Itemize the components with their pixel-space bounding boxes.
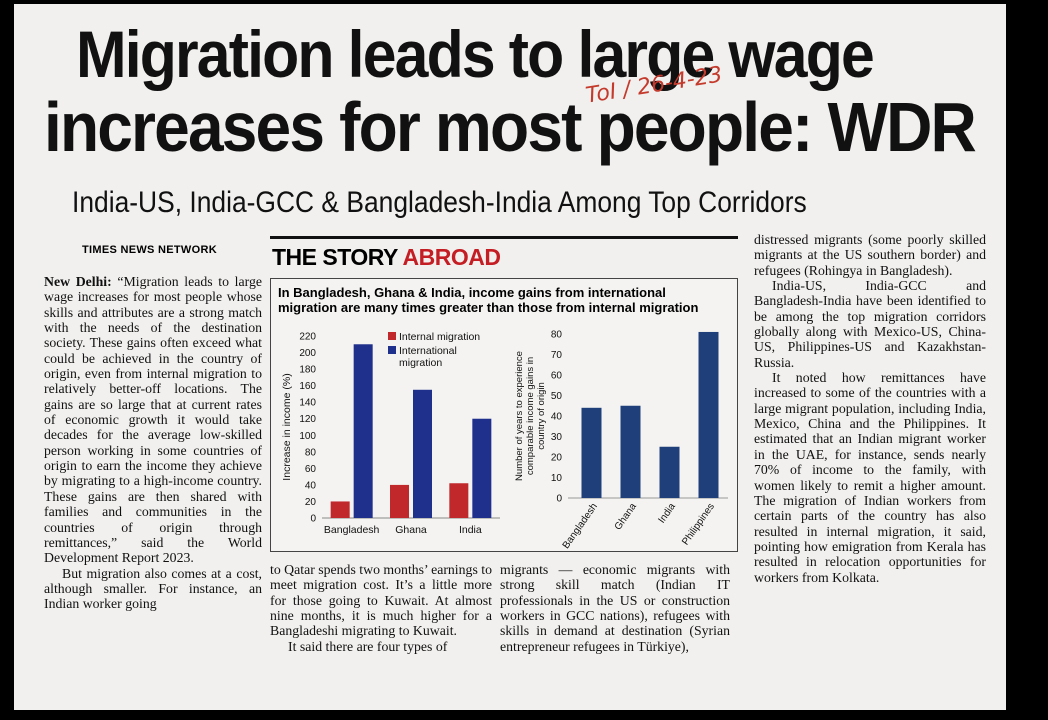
byline: TIMES NEWS NETWORK xyxy=(82,244,217,256)
paragraph: But migration also comes at a cost, alth… xyxy=(44,565,262,612)
y-tick-label: 220 xyxy=(299,332,316,343)
y-tick-label: 80 xyxy=(305,447,317,458)
bar-internal-ghana xyxy=(390,484,409,518)
chart-income-increase: Increase in income (%) 0 20 40 60 80 100 120 140… xyxy=(281,331,500,536)
y-tick-label: 140 xyxy=(299,398,316,409)
bar-international-india xyxy=(472,418,492,518)
bar-internal-india xyxy=(449,483,469,518)
y-tick-label: 80 xyxy=(551,330,563,341)
section-label: THE STORY ABROAD xyxy=(272,244,501,270)
legend-swatch xyxy=(388,346,396,354)
y-tick-label: 40 xyxy=(551,412,563,423)
legend-label-cont: migration xyxy=(399,357,442,369)
y-tick-label: 100 xyxy=(299,431,316,442)
article-column-4: distressed migrants (some poorly skilled… xyxy=(754,232,986,585)
y-tick-label: 70 xyxy=(551,350,563,361)
paragraph: It noted how remittances have increased … xyxy=(754,370,986,585)
y-tick-label: 160 xyxy=(299,381,316,392)
y-tick-label: 0 xyxy=(556,494,562,505)
chart-years-to-gain: Number of years to experience comparable … xyxy=(514,330,728,550)
paragraph: to Qatar spends two months’ earnings to … xyxy=(270,562,492,639)
y-axis-title-line: Number of years to experience xyxy=(514,351,525,481)
newspaper-clipping: Migration leads to large wage increases … xyxy=(14,4,1006,710)
x-tick-label: India xyxy=(459,524,482,536)
y-tick-label: 30 xyxy=(551,432,563,443)
y-tick-label: 200 xyxy=(299,348,316,359)
bar-internal-bangladesh xyxy=(330,501,350,518)
headline-line-1: Migration leads to large wage xyxy=(76,17,875,91)
legend-label: International xyxy=(399,345,457,357)
y-tick-label: 60 xyxy=(551,371,563,382)
bar-philippines xyxy=(698,331,719,498)
chart-title: In Bangladesh, Ghana & India, income gai… xyxy=(278,285,699,315)
section-rule xyxy=(270,236,738,239)
article-column-1: New Delhi: “Migration leads to large wag… xyxy=(44,274,262,612)
y-tick-label: 60 xyxy=(305,464,317,475)
bar-international-bangladesh xyxy=(353,344,373,518)
y-axis-title-line: comparable income gains in xyxy=(525,357,536,475)
y-axis-title-line: country of origin xyxy=(536,382,547,450)
y-tick-label: 0 xyxy=(310,514,316,525)
bar-international-ghana xyxy=(413,389,432,518)
legend-label: Internal migration xyxy=(399,331,480,343)
x-tick-label: Bangladesh xyxy=(324,524,380,536)
paragraph: migrants — economic migrants with strong… xyxy=(500,562,730,654)
x-tick-label: Bangladesh xyxy=(561,501,600,550)
bar-india xyxy=(659,446,680,498)
y-tick-label: 180 xyxy=(299,365,316,376)
x-tick-label: Philippines xyxy=(680,501,717,547)
x-tick-label: Ghana xyxy=(613,501,639,532)
subheadline: India-US, India-GCC & Bangladesh-India A… xyxy=(72,186,807,219)
y-tick-label: 10 xyxy=(551,473,563,484)
paragraph: It said there are four types of xyxy=(288,638,448,654)
article-column-2: to Qatar spends two months’ earnings to … xyxy=(270,562,492,654)
legend-swatch xyxy=(388,332,396,340)
y-tick-label: 50 xyxy=(551,391,563,402)
bar-ghana xyxy=(620,405,641,498)
x-tick-label: India xyxy=(657,501,679,525)
paragraph: New Delhi: “Migration leads to large wag… xyxy=(44,274,262,566)
y-tick-label: 40 xyxy=(305,480,317,491)
bar-bangladesh xyxy=(581,407,602,498)
paragraph: India-US, India-GCC and Bangladesh-India… xyxy=(754,278,986,370)
y-tick-label: 20 xyxy=(551,453,563,464)
x-tick-label: Ghana xyxy=(395,524,427,536)
y-tick-label: 20 xyxy=(305,497,317,508)
paragraph: distressed migrants (some poorly skilled… xyxy=(754,232,986,278)
headline-line-2: increases for most people: WDR xyxy=(44,88,977,166)
article-column-3: migrants — economic migrants with strong… xyxy=(500,562,730,654)
y-axis-title: Increase in income (%) xyxy=(281,373,293,480)
y-tick-label: 120 xyxy=(299,414,316,425)
dateline: New Delhi: xyxy=(44,274,112,289)
